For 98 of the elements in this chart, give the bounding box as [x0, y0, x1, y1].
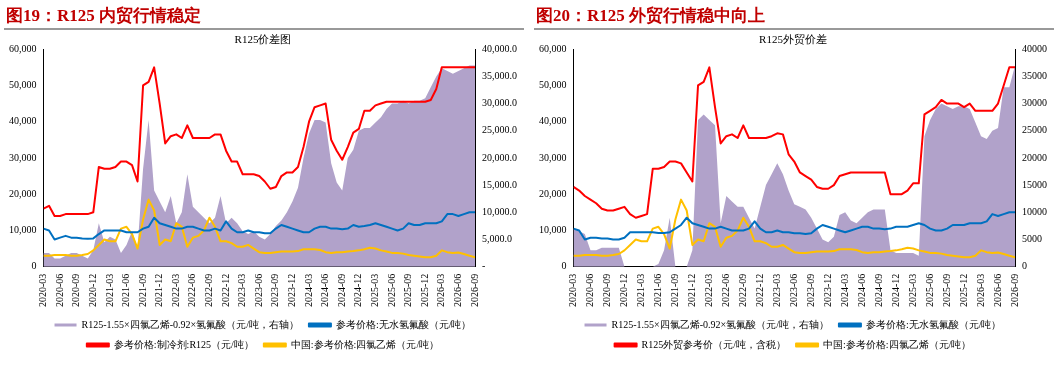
x-tick-label: 2024-03	[838, 273, 850, 308]
x-tick-label: 2021-09	[136, 273, 148, 308]
y-tick-label: 0	[561, 260, 567, 272]
x-tick-label: 2021-06	[120, 273, 132, 308]
legend-label: 参考价格:无水氢氟酸（元/吨）	[865, 318, 1002, 330]
legend-label: 中国:参考价格:四氯乙烯（元/吨）	[290, 338, 440, 350]
x-tick-label: 2024-03	[302, 273, 314, 308]
y2-tick-label: 15,000.0	[482, 178, 517, 190]
y2-tick-label: 40,000.0	[482, 42, 517, 54]
legend-label: 参考价格:制冷剂:R125（元/吨）	[113, 338, 254, 350]
x-tick-label: 2021-03	[635, 273, 647, 308]
x-tick-label: 2026-03	[974, 273, 986, 308]
y-tick-label: 40,000	[9, 115, 37, 127]
x-tick-label: 2026-03	[435, 273, 447, 308]
y-tick-label: 20,000	[9, 187, 37, 199]
x-tick-label: 2023-06	[252, 273, 264, 308]
x-tick-label: 2022-09	[736, 273, 748, 308]
y-tick-label: 60,000	[9, 42, 37, 54]
y2-tick-label: 30,000.0	[482, 97, 517, 109]
x-tick-label: 2021-12	[685, 273, 697, 308]
chart-title: 图19：R125 内贸行情稳定	[4, 4, 524, 30]
x-tick-label: 2021-09	[669, 273, 681, 308]
x-tick-label: 2022-06	[719, 273, 731, 308]
y2-tick-label: 35,000.0	[482, 70, 517, 82]
x-tick-label: 2024-06	[855, 273, 867, 308]
x-tick-label: 2022-12	[219, 273, 231, 308]
y2-tick-label: 15000	[1022, 178, 1047, 190]
x-tick-label: 2026-09	[468, 273, 480, 308]
x-tick-label: 2023-03	[236, 273, 248, 308]
x-tick-label: 2023-03	[770, 273, 782, 308]
x-tick-label: 2020-03	[567, 273, 579, 308]
x-tick-label: 2023-09	[269, 273, 281, 308]
x-tick-label: 2023-09	[804, 273, 816, 308]
y2-tick-label: 5,000.0	[482, 233, 512, 245]
x-tick-label: 2020-09	[70, 273, 82, 308]
legend-label: R125外贸参考价（元/吨，含税）	[641, 338, 787, 350]
x-tick-label: 2025-09	[402, 273, 414, 308]
y-tick-label: 0	[31, 260, 37, 272]
y-tick-label: 20,000	[539, 187, 567, 199]
y2-tick-label: 10,000.0	[482, 205, 517, 217]
x-tick-label: 2025-09	[940, 273, 952, 308]
x-tick-label: 2020-12	[86, 273, 98, 308]
x-tick-label: 2026-06	[452, 273, 464, 308]
x-tick-label: 2024-06	[319, 273, 331, 308]
x-tick-label: 2025-03	[369, 273, 381, 308]
x-tick-label: 2025-06	[923, 273, 935, 308]
y2-tick-label: 10000	[1022, 205, 1047, 217]
x-tick-label: 2026-06	[991, 273, 1003, 308]
y-tick-label: 40,000	[539, 115, 567, 127]
y2-tick-label: -	[482, 260, 486, 272]
x-tick-label: 2020-06	[53, 273, 65, 308]
legend-label: 中国:参考价格:四氯乙烯（元/吨）	[823, 338, 972, 350]
y-tick-label: 30,000	[539, 151, 567, 163]
x-tick-label: 2025-12	[418, 273, 430, 308]
y2-tick-label: 25,000.0	[482, 124, 517, 136]
x-tick-label: 2024-09	[872, 273, 884, 308]
x-tick-label: 2023-12	[821, 273, 833, 308]
x-tick-label: 2022-03	[702, 273, 714, 308]
legend-label: R125-1.55×四氯乙烯-0.92×氢氟酸（元/吨，右轴）	[81, 318, 299, 330]
y2-tick-label: 20,000.0	[482, 151, 517, 163]
legend-label: R125-1.55×四氯乙烯-0.92×氢氟酸（元/吨，右轴）	[611, 318, 829, 330]
x-tick-label: 2022-12	[753, 273, 765, 308]
x-tick-label: 2022-06	[186, 273, 198, 308]
x-tick-label: 2025-03	[906, 273, 918, 308]
y-tick-label: 50,000	[539, 79, 567, 91]
y-tick-label: 50,000	[9, 79, 37, 91]
y2-tick-label: 35000	[1022, 70, 1047, 82]
x-tick-label: 2022-03	[169, 273, 181, 308]
chart-subtitle: R125外贸价差	[759, 33, 827, 46]
x-tick-label: 2022-09	[203, 273, 215, 308]
x-tick-label: 2024-12	[889, 273, 901, 308]
y-tick-label: 10,000	[9, 224, 37, 236]
x-tick-label: 2021-03	[103, 273, 115, 308]
y2-tick-label: 0	[1022, 260, 1027, 272]
x-tick-label: 2020-12	[618, 273, 630, 308]
x-tick-label: 2024-09	[335, 273, 347, 308]
y2-tick-label: 5000	[1022, 233, 1042, 245]
x-tick-label: 2024-12	[352, 273, 364, 308]
x-tick-label: 2023-06	[787, 273, 799, 308]
x-tick-label: 2020-09	[601, 273, 613, 308]
x-tick-label: 2020-03	[37, 273, 49, 308]
y2-tick-label: 20000	[1022, 151, 1047, 163]
y-tick-label: 10,000	[539, 224, 567, 236]
x-tick-label: 2023-12	[286, 273, 298, 308]
x-tick-label: 2020-06	[584, 273, 596, 308]
y-tick-label: 60,000	[539, 42, 567, 54]
y2-tick-label: 40000	[1022, 42, 1047, 54]
legend-label: 参考价格:无水氢氟酸（元/吨）	[335, 318, 472, 330]
x-tick-label: 2025-06	[385, 273, 397, 308]
chart-title: 图20：R125 外贸行情稳中向上	[534, 4, 1054, 30]
x-tick-label: 2021-12	[153, 273, 165, 308]
chart-subtitle: R125价差图	[234, 33, 292, 46]
x-tick-label: 2021-06	[652, 273, 664, 308]
y-tick-label: 30,000	[9, 151, 37, 163]
x-tick-label: 2026-09	[1008, 273, 1020, 308]
y2-tick-label: 30000	[1022, 97, 1047, 109]
y2-tick-label: 25000	[1022, 124, 1047, 136]
x-tick-label: 2025-12	[957, 273, 969, 308]
